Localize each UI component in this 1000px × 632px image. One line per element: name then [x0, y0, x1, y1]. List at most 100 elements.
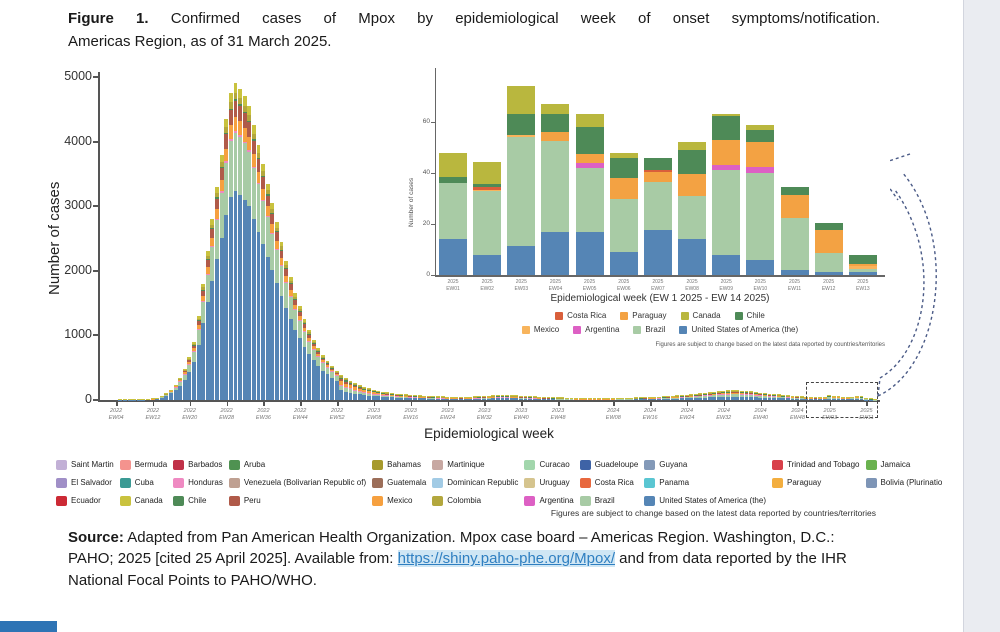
bar-segment	[293, 293, 298, 297]
bar-segment	[523, 397, 528, 398]
bar-segment	[261, 244, 266, 400]
legend-label: United States of America (the)	[691, 325, 799, 334]
bar-segment	[288, 290, 293, 296]
legend-item: Panama	[644, 474, 766, 491]
bar-segment	[270, 212, 275, 214]
stacked-bar	[150, 77, 155, 400]
bar-segment	[330, 368, 335, 370]
bar-segment	[721, 392, 726, 394]
bar-segment	[532, 398, 537, 399]
bar-segment	[744, 394, 749, 398]
legend-color-swatch	[56, 495, 67, 506]
bar-segment	[716, 393, 721, 395]
inset-bar-segment	[507, 245, 536, 275]
inset-y-tick	[431, 274, 435, 276]
bar-segment	[482, 397, 486, 398]
stacked-bar	[831, 77, 836, 400]
legend-color-swatch	[865, 459, 877, 470]
main-y-tick	[93, 269, 98, 272]
bar-segment	[325, 362, 330, 364]
main-y-tick	[93, 76, 98, 78]
legend-item: Ecuador	[56, 492, 114, 509]
bar-segment	[413, 398, 417, 400]
bar-segment	[182, 369, 187, 371]
legend-item: Chile	[173, 492, 223, 509]
inset-x-tick-label: 2025 EW10	[753, 279, 768, 292]
bar-segment	[201, 290, 206, 296]
bar-segment	[371, 393, 376, 397]
bar-segment	[348, 381, 353, 383]
bar-segment	[795, 397, 800, 399]
bar-segment	[233, 100, 238, 117]
legend-color-swatch	[372, 495, 384, 506]
bar-segment	[790, 396, 795, 398]
inset-bar-segment	[609, 157, 638, 179]
inset-bar-segment	[643, 230, 672, 275]
bar-segment	[509, 396, 514, 398]
main-x-tick	[373, 402, 376, 406]
main-x-tick	[300, 402, 302, 406]
bar-segment	[555, 398, 560, 400]
bar-segment	[436, 397, 440, 399]
bar-segment	[201, 283, 206, 288]
bar-segment	[284, 265, 289, 269]
bar-segment	[261, 200, 266, 245]
bar-segment	[436, 397, 440, 398]
stacked-bar	[325, 77, 330, 400]
main-x-tick-label: 2024 EW48	[789, 408, 805, 422]
bar-segment	[831, 397, 836, 400]
inset-bar-segment	[746, 142, 775, 167]
bar-segment	[339, 378, 344, 382]
legend-color-swatch	[119, 495, 131, 506]
bar-segment	[500, 397, 505, 399]
legend-item: Paraguay	[772, 474, 860, 491]
bar-segment	[854, 396, 859, 398]
inset-bar-segment	[473, 189, 502, 191]
bar-segment	[228, 110, 233, 126]
bar-segment	[468, 398, 473, 399]
main-x-tick	[263, 402, 265, 406]
legend-item: Guatemala	[372, 474, 426, 491]
inset-bar-segment	[473, 161, 502, 185]
bar-segment	[666, 398, 671, 400]
stacked-bar	[251, 77, 256, 400]
inset-legend-item: Mexico	[521, 325, 559, 334]
stacked-bar	[390, 77, 394, 400]
bar-segment	[348, 388, 353, 393]
bar-segment	[541, 398, 546, 399]
inset-x-tick-label: 2025 EW01	[446, 279, 460, 292]
stacked-bar	[758, 77, 763, 400]
stacked-bar	[790, 77, 795, 400]
stacked-bar	[528, 77, 533, 400]
bar-segment	[205, 301, 210, 400]
bar-segment	[781, 396, 786, 399]
bar-segment	[371, 396, 376, 400]
bar-segment	[739, 391, 744, 393]
bar-segment	[583, 399, 588, 400]
stacked-bar	[422, 77, 427, 400]
legend-label: Trinidad and Tobago	[787, 460, 860, 469]
stacked-bar	[159, 77, 164, 400]
stacked-bar	[477, 77, 482, 400]
bar-segment	[362, 390, 367, 393]
bar-segment	[343, 380, 348, 382]
inset-y-tick-label: 20	[422, 220, 430, 227]
bar-segment	[311, 343, 316, 347]
stacked-bar	[864, 77, 869, 400]
inset-y-tick-label: 40	[422, 169, 430, 176]
main-x-tick-label: 2022 EW36	[255, 408, 271, 422]
bar-segment	[730, 396, 735, 400]
inset-bar-segment	[473, 187, 502, 190]
bar-segment	[841, 398, 846, 400]
inset-x-tick-label: 2025 EW02	[480, 279, 494, 292]
bar-segment	[445, 398, 450, 399]
bar-segment	[215, 186, 219, 194]
stacked-bar	[555, 77, 560, 400]
legend-item: Uruguay	[524, 474, 573, 491]
bar-segment	[270, 202, 275, 209]
legend-label: Venezuela (Bolivarian Republic of)	[243, 478, 367, 487]
bar-segment	[219, 192, 224, 238]
source-link[interactable]: https://shiny.paho-phe.org/Mpox/	[397, 550, 615, 568]
bar-segment	[233, 116, 238, 131]
bar-segment	[822, 399, 827, 400]
